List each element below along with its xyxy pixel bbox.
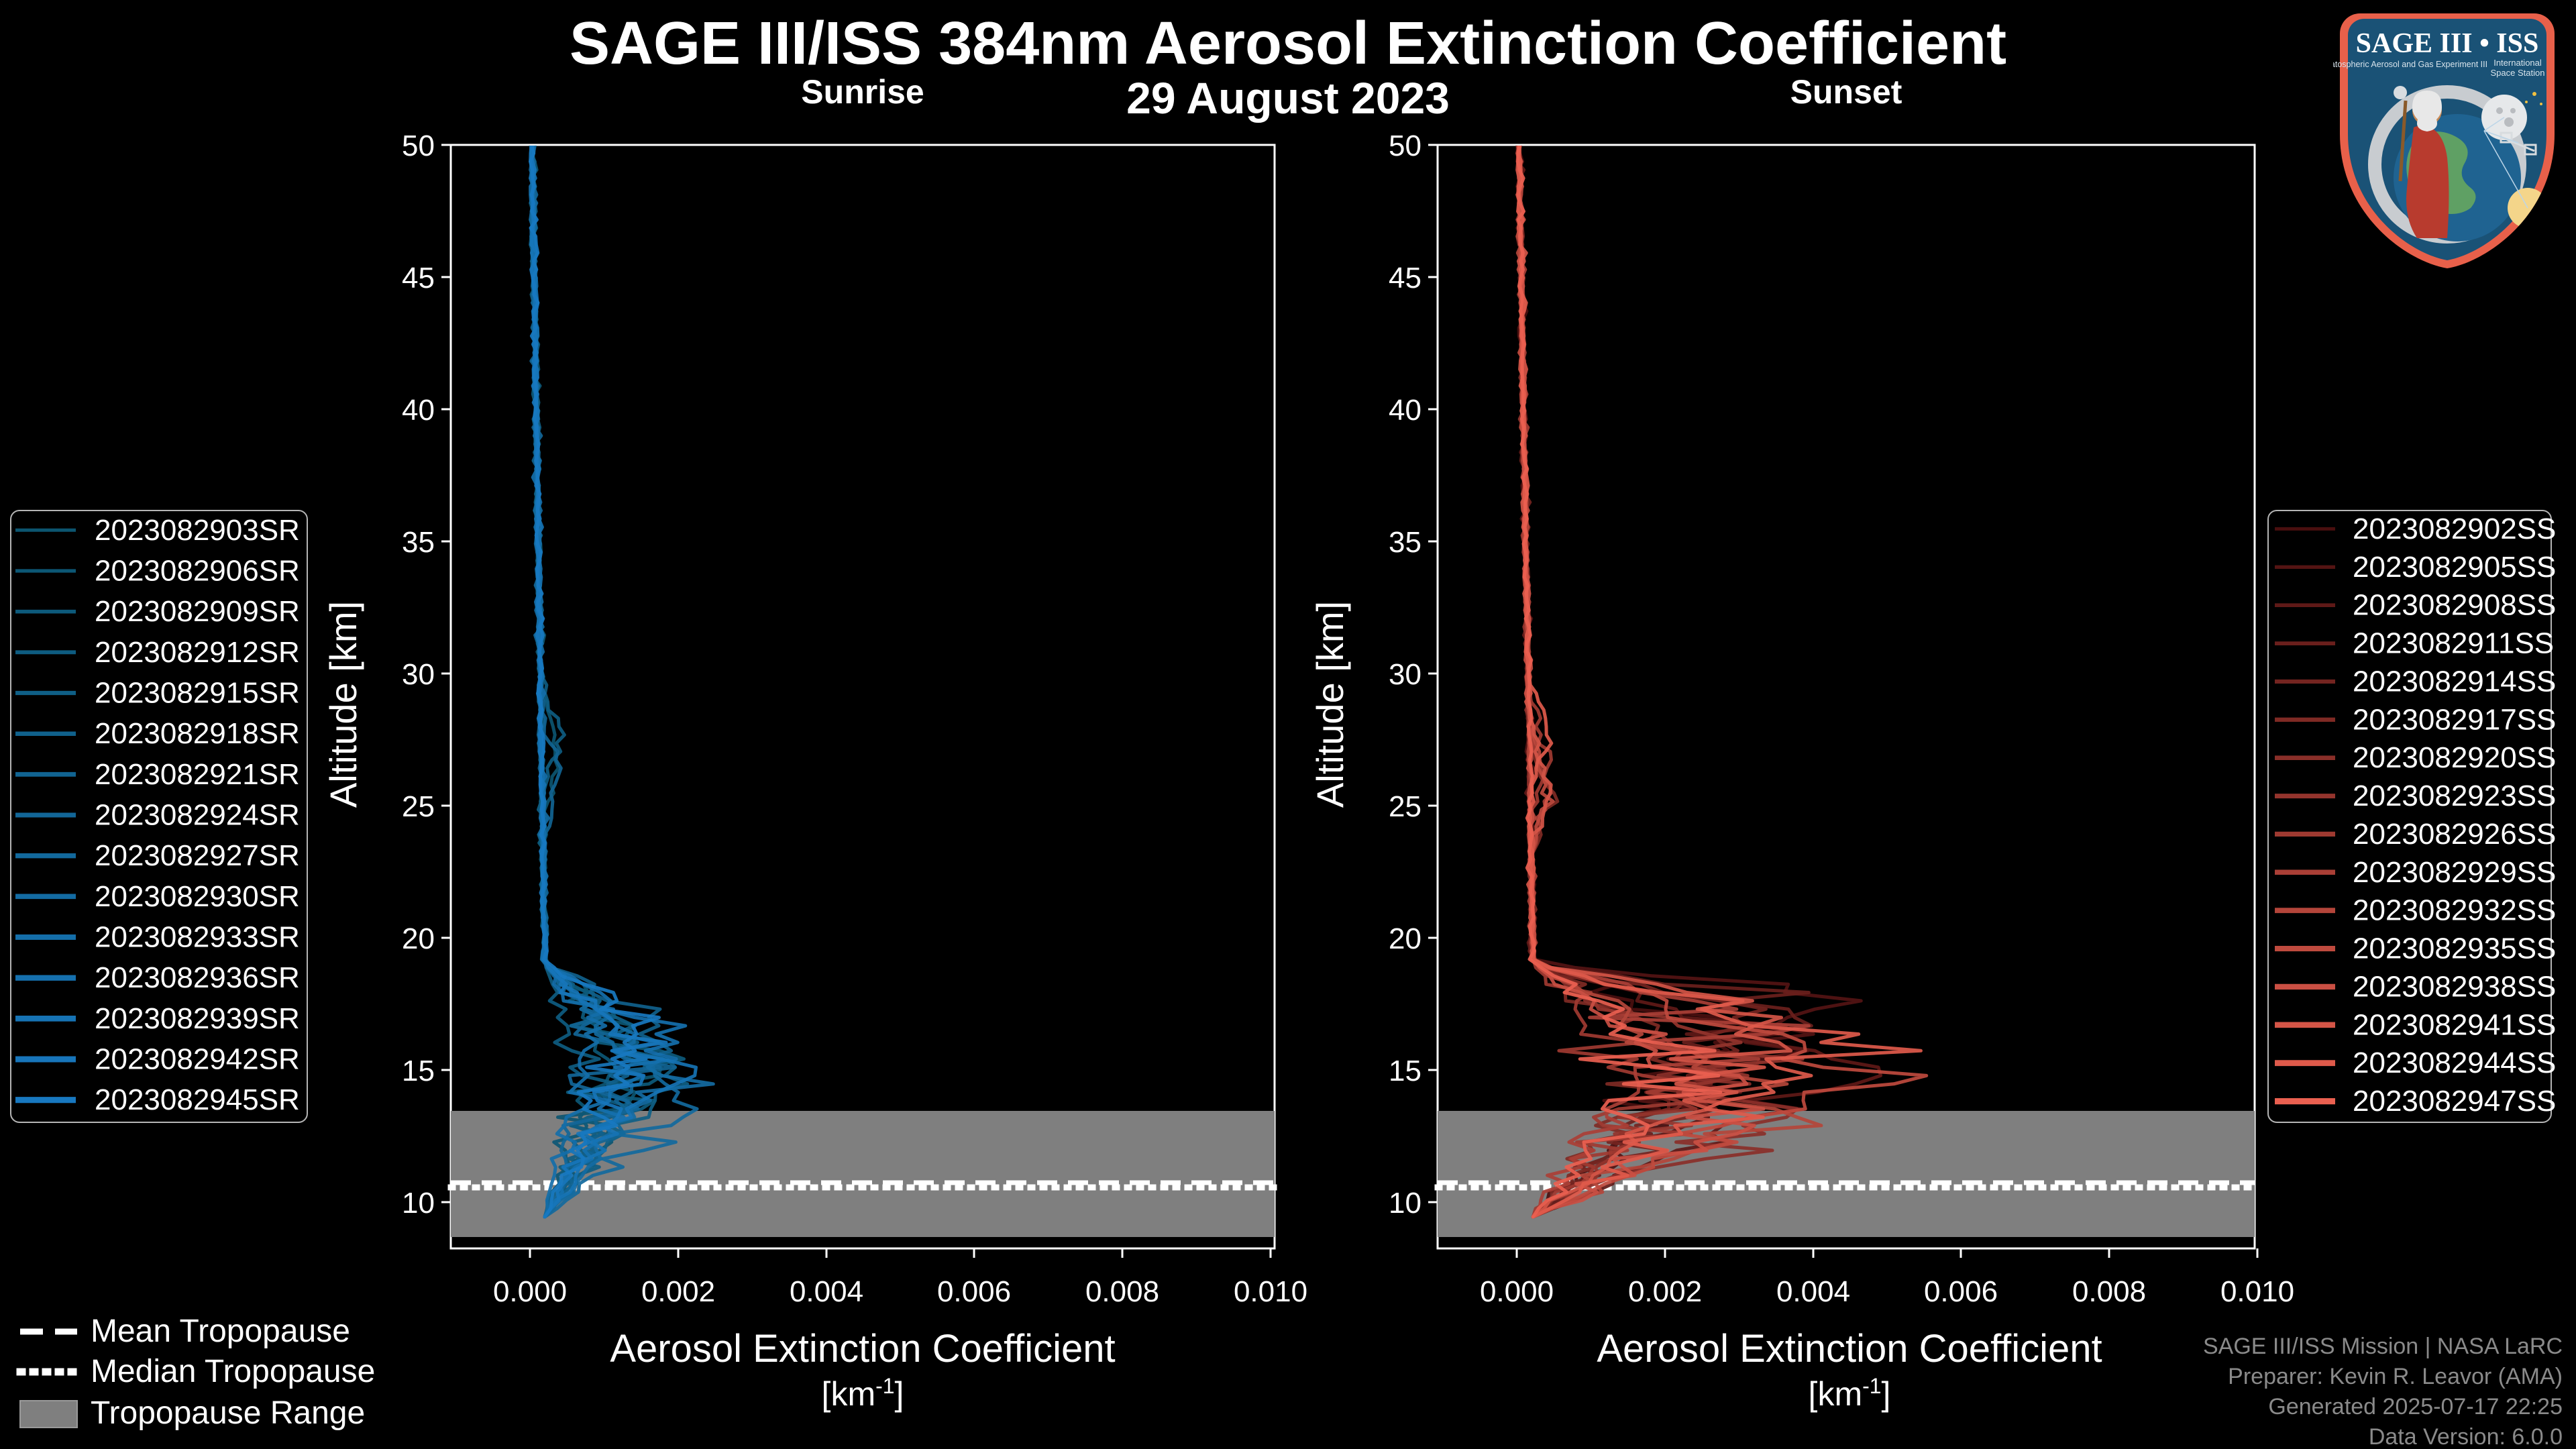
svg-text:Tropopause Range: Tropopause Range bbox=[91, 1395, 365, 1431]
svg-text:Mean Tropopause: Mean Tropopause bbox=[91, 1313, 350, 1349]
svg-text:Stratospheric Aerosol and Gas: Stratospheric Aerosol and Gas Experiment… bbox=[2333, 60, 2487, 69]
svg-text:Space Station: Space Station bbox=[2491, 68, 2545, 78]
svg-text:International: International bbox=[2493, 58, 2542, 68]
svg-text:SAGE III • ISS: SAGE III • ISS bbox=[2356, 28, 2539, 59]
svg-text:Median Tropopause: Median Tropopause bbox=[91, 1354, 375, 1389]
